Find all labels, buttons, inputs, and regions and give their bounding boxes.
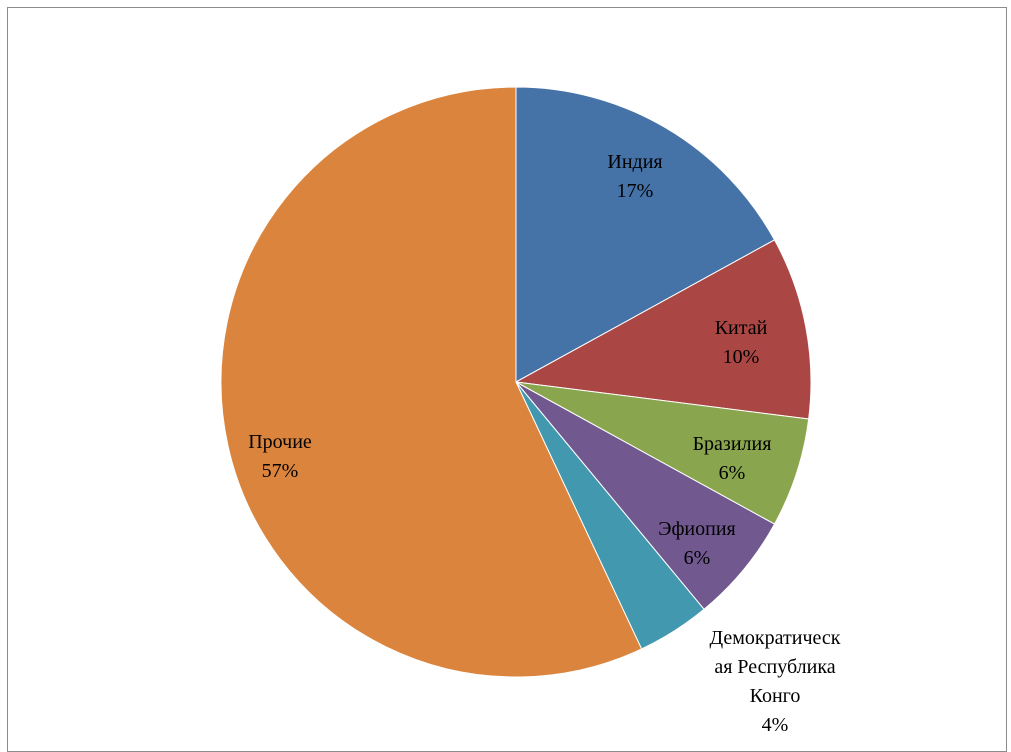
slice-category-label: Индия xyxy=(607,151,662,173)
slice-label-5: Демократическ ая Республика Конго 4% xyxy=(710,627,841,736)
slice-value-label: 6% xyxy=(684,547,711,569)
pie-slice-1 xyxy=(515,86,776,383)
slice-category-label: Конго xyxy=(750,685,801,707)
slice-category-label: ая Республика xyxy=(714,656,835,678)
slice-category-label: Бразилия xyxy=(693,433,772,455)
pie-slice-2 xyxy=(514,239,812,420)
slice-label-1: Индия 17% xyxy=(607,151,662,202)
slice-label-4: Эфиопия 6% xyxy=(658,518,735,569)
slice-label-3: Бразилия 6% xyxy=(693,433,772,484)
slice-value-label: 57% xyxy=(262,460,299,482)
pie-slice-6 xyxy=(220,86,643,678)
slice-value-label: 4% xyxy=(762,714,789,736)
slice-value-label: 17% xyxy=(617,180,654,202)
slice-category-label: Демократическ xyxy=(710,627,841,649)
slice-label-2: Китай 10% xyxy=(715,317,768,368)
slice-value-label: 10% xyxy=(723,346,760,368)
slice-value-label: 6% xyxy=(719,462,746,484)
slice-label-6: Прочие 57% xyxy=(248,431,312,482)
slice-category-label: Эфиопия xyxy=(658,518,735,540)
slice-category-label: Прочие xyxy=(248,431,312,453)
slice-category-label: Китай xyxy=(715,317,768,339)
